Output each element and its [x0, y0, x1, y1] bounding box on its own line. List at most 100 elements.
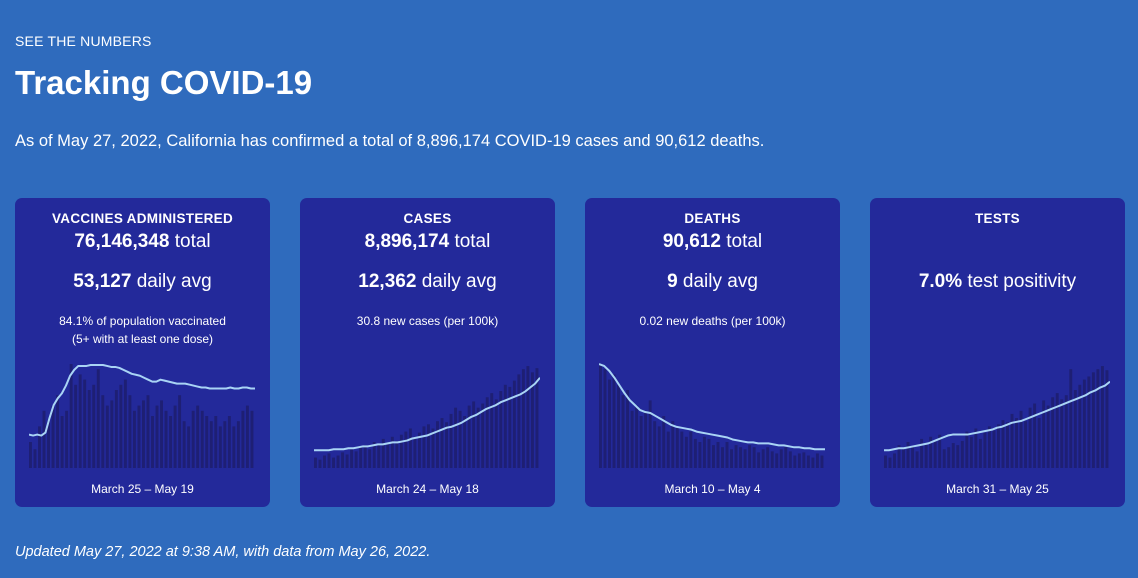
chart-bar: [151, 416, 154, 468]
chart-bar: [657, 426, 661, 468]
chart-bar: [920, 438, 924, 468]
chart-bar: [644, 410, 648, 468]
chart-bar: [933, 440, 937, 468]
chart-bar: [417, 432, 421, 468]
chart-bar: [494, 399, 498, 468]
daily-value: 9: [667, 271, 678, 292]
chart-bar: [205, 416, 209, 468]
chart-bar: [38, 426, 41, 468]
chart-bar: [1033, 403, 1037, 468]
chart-bar: [218, 426, 222, 468]
chart-bar: [599, 364, 602, 468]
chart-bar: [1055, 393, 1059, 468]
daily-value: 53,127: [73, 271, 132, 292]
chart-bar: [323, 455, 326, 468]
chart-bar: [481, 403, 485, 468]
chart-bar: [314, 457, 317, 468]
total-unit: total: [454, 231, 491, 252]
eyebrow-label: SEE THE NUMBERS: [15, 33, 152, 49]
chart-bar: [485, 397, 489, 468]
sparkline-chart: [884, 366, 1110, 468]
chart-bar: [698, 442, 702, 468]
chart-bar: [712, 445, 715, 468]
chart-bar: [942, 449, 946, 468]
chart-bar: [911, 447, 915, 468]
chart-bar: [757, 452, 761, 468]
daily-stat: 9 daily avg: [585, 271, 840, 293]
chart-bar: [132, 410, 136, 468]
chart-bar: [603, 369, 607, 468]
chart-bar: [978, 438, 982, 468]
note-line: (5+ with at least one dose): [71, 332, 214, 346]
updated-footer: Updated May 27, 2022 at 9:38 AM, with da…: [15, 544, 431, 560]
chart-bar: [779, 449, 783, 468]
daily-stat: 53,127 daily avg: [15, 271, 270, 293]
chart-bar: [906, 442, 910, 468]
chart-bar: [33, 449, 37, 468]
chart-bar: [245, 405, 249, 468]
chart-bar: [947, 447, 951, 468]
chart-bar: [78, 374, 82, 468]
chart-bar: [1006, 422, 1009, 468]
chart-bar: [802, 452, 806, 468]
chart-bar: [377, 444, 381, 468]
chart-bar: [684, 436, 688, 468]
chart-bar: [1105, 370, 1109, 468]
chart-bar: [635, 405, 639, 468]
chart-bar: [730, 449, 733, 468]
chart-bar: [445, 422, 448, 468]
card-title: VACCINES ADMINISTERED: [51, 211, 234, 226]
chart-bar: [508, 386, 512, 468]
chart-bar: [241, 410, 245, 468]
chart-bar: [897, 445, 901, 468]
chart-bar: [517, 374, 521, 468]
chart-bar: [689, 431, 693, 468]
chart-bar: [707, 438, 711, 468]
chart-bar: [888, 457, 892, 468]
chart-bar: [1015, 418, 1018, 468]
chart-bar: [621, 395, 625, 468]
chart-bar: [142, 400, 145, 468]
chart-bar: [1037, 418, 1041, 468]
daily-value: 12,362: [358, 271, 417, 292]
chart-bar: [521, 369, 525, 468]
chart-bar: [739, 447, 743, 468]
chart-bar: [390, 436, 394, 468]
card-title: DEATHS: [684, 211, 741, 226]
chart-bar: [110, 400, 114, 468]
chart-bar: [929, 436, 933, 468]
chart-bar: [431, 428, 435, 468]
chart-bar: [499, 391, 503, 468]
chart-bar: [716, 442, 720, 468]
card-vaccines: VACCINES ADMINISTERED 76,146,348 total 5…: [15, 198, 270, 507]
card-note: 30.8 new cases (per 100k): [310, 312, 545, 330]
chart-bar: [191, 410, 195, 468]
chart-bar: [223, 421, 227, 468]
chart-bar: [535, 368, 539, 468]
trend-line: [314, 377, 540, 452]
chart-bar: [639, 416, 643, 468]
chart-bar: [236, 421, 240, 468]
chart-bar: [1051, 397, 1055, 468]
chart-bar: [608, 379, 611, 468]
chart-bar: [811, 457, 815, 468]
chart-bar: [526, 366, 530, 468]
chart-bar: [693, 438, 697, 468]
chart-bar: [617, 384, 620, 468]
chart-bar: [797, 453, 801, 468]
total-stat: 8,896,174 total: [300, 231, 555, 253]
chart-bar: [422, 426, 426, 468]
chart-bar: [65, 410, 69, 468]
date-range: March 24 – May 18: [376, 482, 479, 496]
total-stat: 90,612 total: [585, 231, 840, 253]
chart-bar: [490, 393, 494, 468]
chart-bar: [209, 421, 213, 468]
chart-bar: [458, 410, 462, 468]
card-tests: TESTS 7.0% test positivity March 31 – Ma…: [870, 198, 1125, 507]
chart-bar: [662, 416, 666, 468]
chart-bar: [960, 440, 964, 468]
sparkline-chart: [599, 363, 825, 468]
chart-bar: [1010, 413, 1014, 468]
chart-bar: [413, 436, 417, 468]
daily-unit: daily avg: [682, 271, 758, 292]
